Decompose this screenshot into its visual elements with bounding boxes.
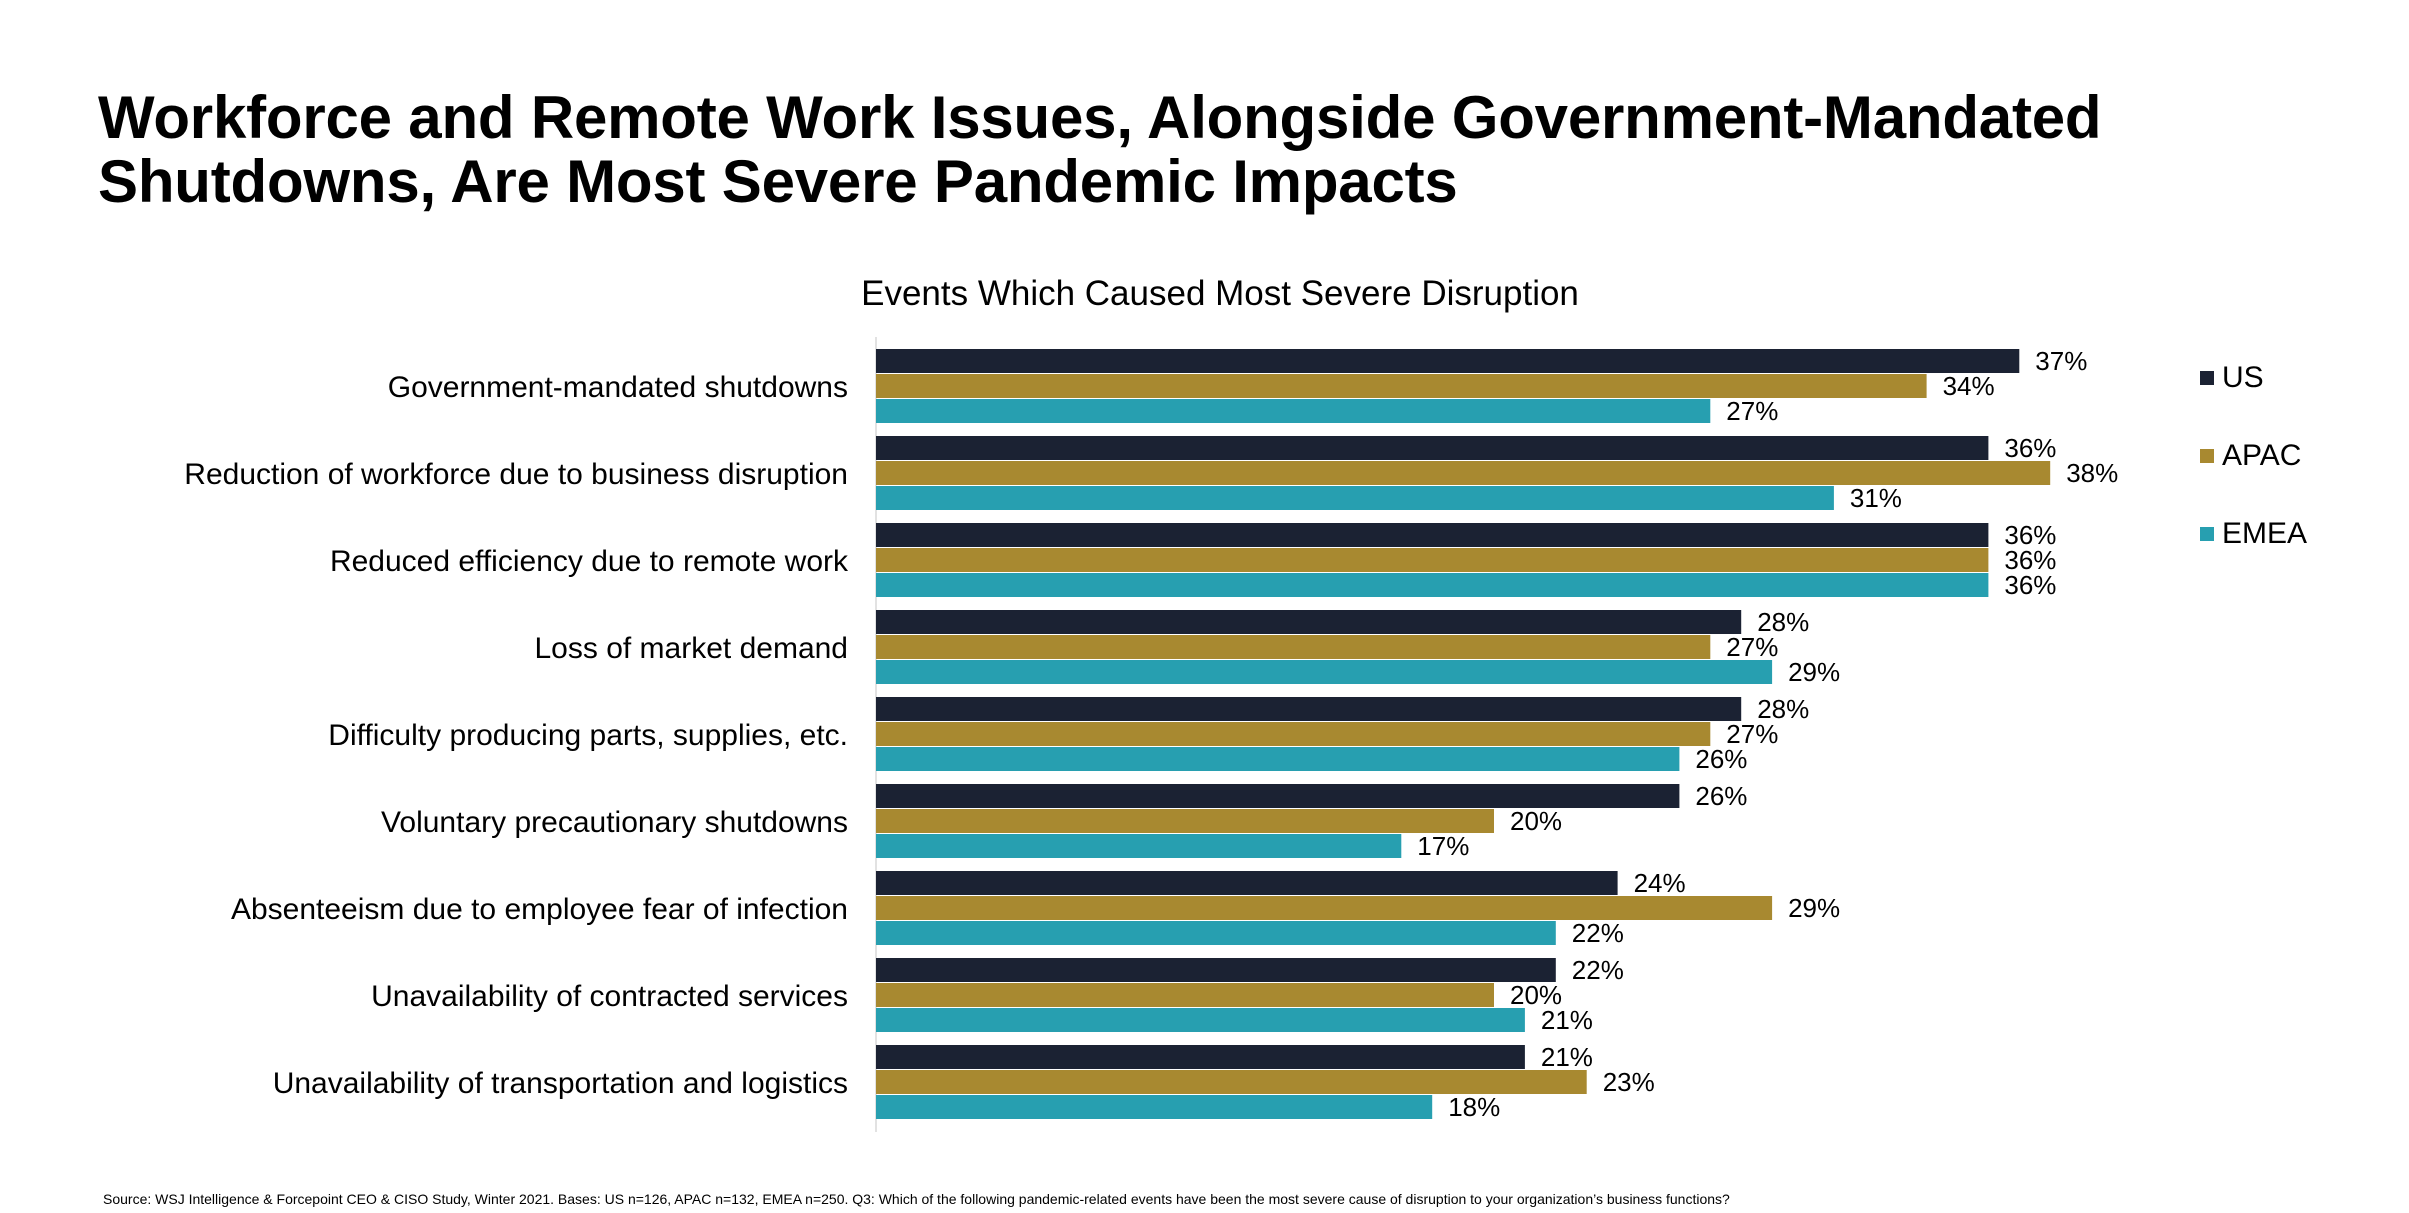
category-label-reduced-efficiency-due-to-remote-work: Reduced efficiency due to remote work: [330, 545, 849, 578]
bar-apac-reduction-of-workforce-due-to-business-disruption: [876, 461, 2051, 485]
legend-swatch-us: [2200, 371, 2214, 385]
category-label-unavailability-of-contracted-services: Unavailability of contracted services: [371, 980, 848, 1013]
legend-label-us: US: [2222, 361, 2264, 394]
value-label-apac-unavailability-of-contracted-services: 20%: [1510, 980, 1562, 1010]
category-label-reduction-of-workforce-due-to-business-disruption: Reduction of workforce due to business d…: [184, 458, 848, 491]
bar-us-government-mandated-shutdowns: [876, 349, 2020, 373]
bar-us-reduction-of-workforce-due-to-business-disruption: [876, 436, 1989, 460]
legend-item-apac: APAC: [2200, 438, 2301, 474]
page-title: Workforce and Remote Work Issues, Alongs…: [98, 86, 2298, 214]
value-label-us-unavailability-of-transportation-and-logistics: 21%: [1541, 1042, 1593, 1072]
bar-apac-voluntary-precautionary-shutdowns: [876, 809, 1494, 833]
bar-us-absenteeism-due-to-employee-fear-of-infection: [876, 871, 1618, 895]
value-label-us-government-mandated-shutdowns: 37%: [2035, 346, 2087, 376]
bar-emea-reduced-efficiency-due-to-remote-work: [876, 573, 1989, 597]
value-label-emea-reduced-efficiency-due-to-remote-work: 36%: [2004, 570, 2056, 600]
value-label-apac-reduced-efficiency-due-to-remote-work: 36%: [2004, 545, 2056, 575]
page-title-line-1: Workforce and Remote Work Issues, Alongs…: [98, 84, 2102, 151]
bar-apac-government-mandated-shutdowns: [876, 374, 1927, 398]
bar-us-voluntary-precautionary-shutdowns: [876, 784, 1680, 808]
chart-title: Events Which Caused Most Severe Disrupti…: [861, 274, 1579, 313]
category-label-voluntary-precautionary-shutdowns: Voluntary precautionary shutdowns: [381, 806, 848, 839]
value-label-apac-absenteeism-due-to-employee-fear-of-infection: 29%: [1788, 893, 1840, 923]
bar-us-loss-of-market-demand: [876, 610, 1742, 634]
value-label-emea-unavailability-of-contracted-services: 21%: [1541, 1005, 1593, 1035]
bar-apac-difficulty-producing-parts-supplies-etc: [876, 722, 1711, 746]
bar-apac-unavailability-of-contracted-services: [876, 983, 1494, 1007]
value-label-emea-difficulty-producing-parts-supplies-etc: 26%: [1695, 744, 1747, 774]
value-label-us-loss-of-market-demand: 28%: [1757, 607, 1809, 637]
bar-apac-absenteeism-due-to-employee-fear-of-infection: [876, 896, 1773, 920]
bar-apac-loss-of-market-demand: [876, 635, 1711, 659]
bar-emea-absenteeism-due-to-employee-fear-of-infection: [876, 921, 1556, 945]
bar-emea-voluntary-precautionary-shutdowns: [876, 834, 1402, 858]
value-label-apac-government-mandated-shutdowns: 34%: [1943, 371, 1995, 401]
bar-emea-difficulty-producing-parts-supplies-etc: [876, 747, 1680, 771]
bar-us-reduced-efficiency-due-to-remote-work: [876, 523, 1989, 547]
category-label-loss-of-market-demand: Loss of market demand: [535, 632, 849, 665]
value-label-us-voluntary-precautionary-shutdowns: 26%: [1695, 781, 1747, 811]
value-label-emea-government-mandated-shutdowns: 27%: [1726, 396, 1778, 426]
legend-swatch-apac: [2200, 449, 2214, 463]
bar-us-unavailability-of-contracted-services: [876, 958, 1556, 982]
legend-label-emea: EMEA: [2222, 517, 2308, 550]
value-label-apac-unavailability-of-transportation-and-logistics: 23%: [1603, 1067, 1655, 1097]
value-label-apac-difficulty-producing-parts-supplies-etc: 27%: [1726, 719, 1778, 749]
bar-us-unavailability-of-transportation-and-logistics: [876, 1045, 1525, 1069]
category-label-difficulty-producing-parts-supplies-etc: Difficulty producing parts, supplies, et…: [328, 719, 848, 752]
value-label-emea-absenteeism-due-to-employee-fear-of-infection: 22%: [1572, 918, 1624, 948]
bar-apac-unavailability-of-transportation-and-logistics: [876, 1070, 1587, 1094]
bar-us-difficulty-producing-parts-supplies-etc: [876, 697, 1742, 721]
bar-emea-government-mandated-shutdowns: [876, 399, 1711, 423]
category-label-absenteeism-due-to-employee-fear-of-infection: Absenteeism due to employee fear of infe…: [231, 893, 848, 926]
page-title-line-2: Shutdowns, Are Most Severe Pandemic Impa…: [98, 148, 1458, 215]
source-footnote: Source: WSJ Intelligence & Forcepoint CE…: [103, 1191, 1730, 1207]
bar-emea-unavailability-of-contracted-services: [876, 1008, 1525, 1032]
value-label-apac-loss-of-market-demand: 27%: [1726, 632, 1778, 662]
value-label-emea-loss-of-market-demand: 29%: [1788, 657, 1840, 687]
value-label-emea-reduction-of-workforce-due-to-business-disruption: 31%: [1850, 483, 1902, 513]
legend-item-emea: EMEA: [2200, 516, 2307, 552]
value-label-emea-unavailability-of-transportation-and-logistics: 18%: [1448, 1092, 1500, 1122]
legend-label-apac: APAC: [2222, 439, 2302, 472]
value-label-apac-voluntary-precautionary-shutdowns: 20%: [1510, 806, 1562, 836]
category-label-unavailability-of-transportation-and-logistics: Unavailability of transportation and log…: [273, 1067, 848, 1100]
legend-swatch-emea: [2200, 527, 2214, 541]
bar-emea-unavailability-of-transportation-and-logistics: [876, 1095, 1433, 1119]
value-label-apac-reduction-of-workforce-due-to-business-disruption: 38%: [2066, 458, 2118, 488]
category-label-government-mandated-shutdowns: Government-mandated shutdowns: [388, 371, 848, 404]
value-label-us-reduced-efficiency-due-to-remote-work: 36%: [2004, 520, 2056, 550]
bar-emea-loss-of-market-demand: [876, 660, 1773, 684]
bar-apac-reduced-efficiency-due-to-remote-work: [876, 548, 1989, 572]
value-label-emea-voluntary-precautionary-shutdowns: 17%: [1417, 831, 1469, 861]
bar-emea-reduction-of-workforce-due-to-business-disruption: [876, 486, 1834, 510]
value-label-us-reduction-of-workforce-due-to-business-disruption: 36%: [2004, 433, 2056, 463]
value-label-us-absenteeism-due-to-employee-fear-of-infection: 24%: [1634, 868, 1686, 898]
legend-item-us: US: [2200, 360, 2264, 396]
value-label-us-difficulty-producing-parts-supplies-etc: 28%: [1757, 694, 1809, 724]
value-label-us-unavailability-of-contracted-services: 22%: [1572, 955, 1624, 985]
